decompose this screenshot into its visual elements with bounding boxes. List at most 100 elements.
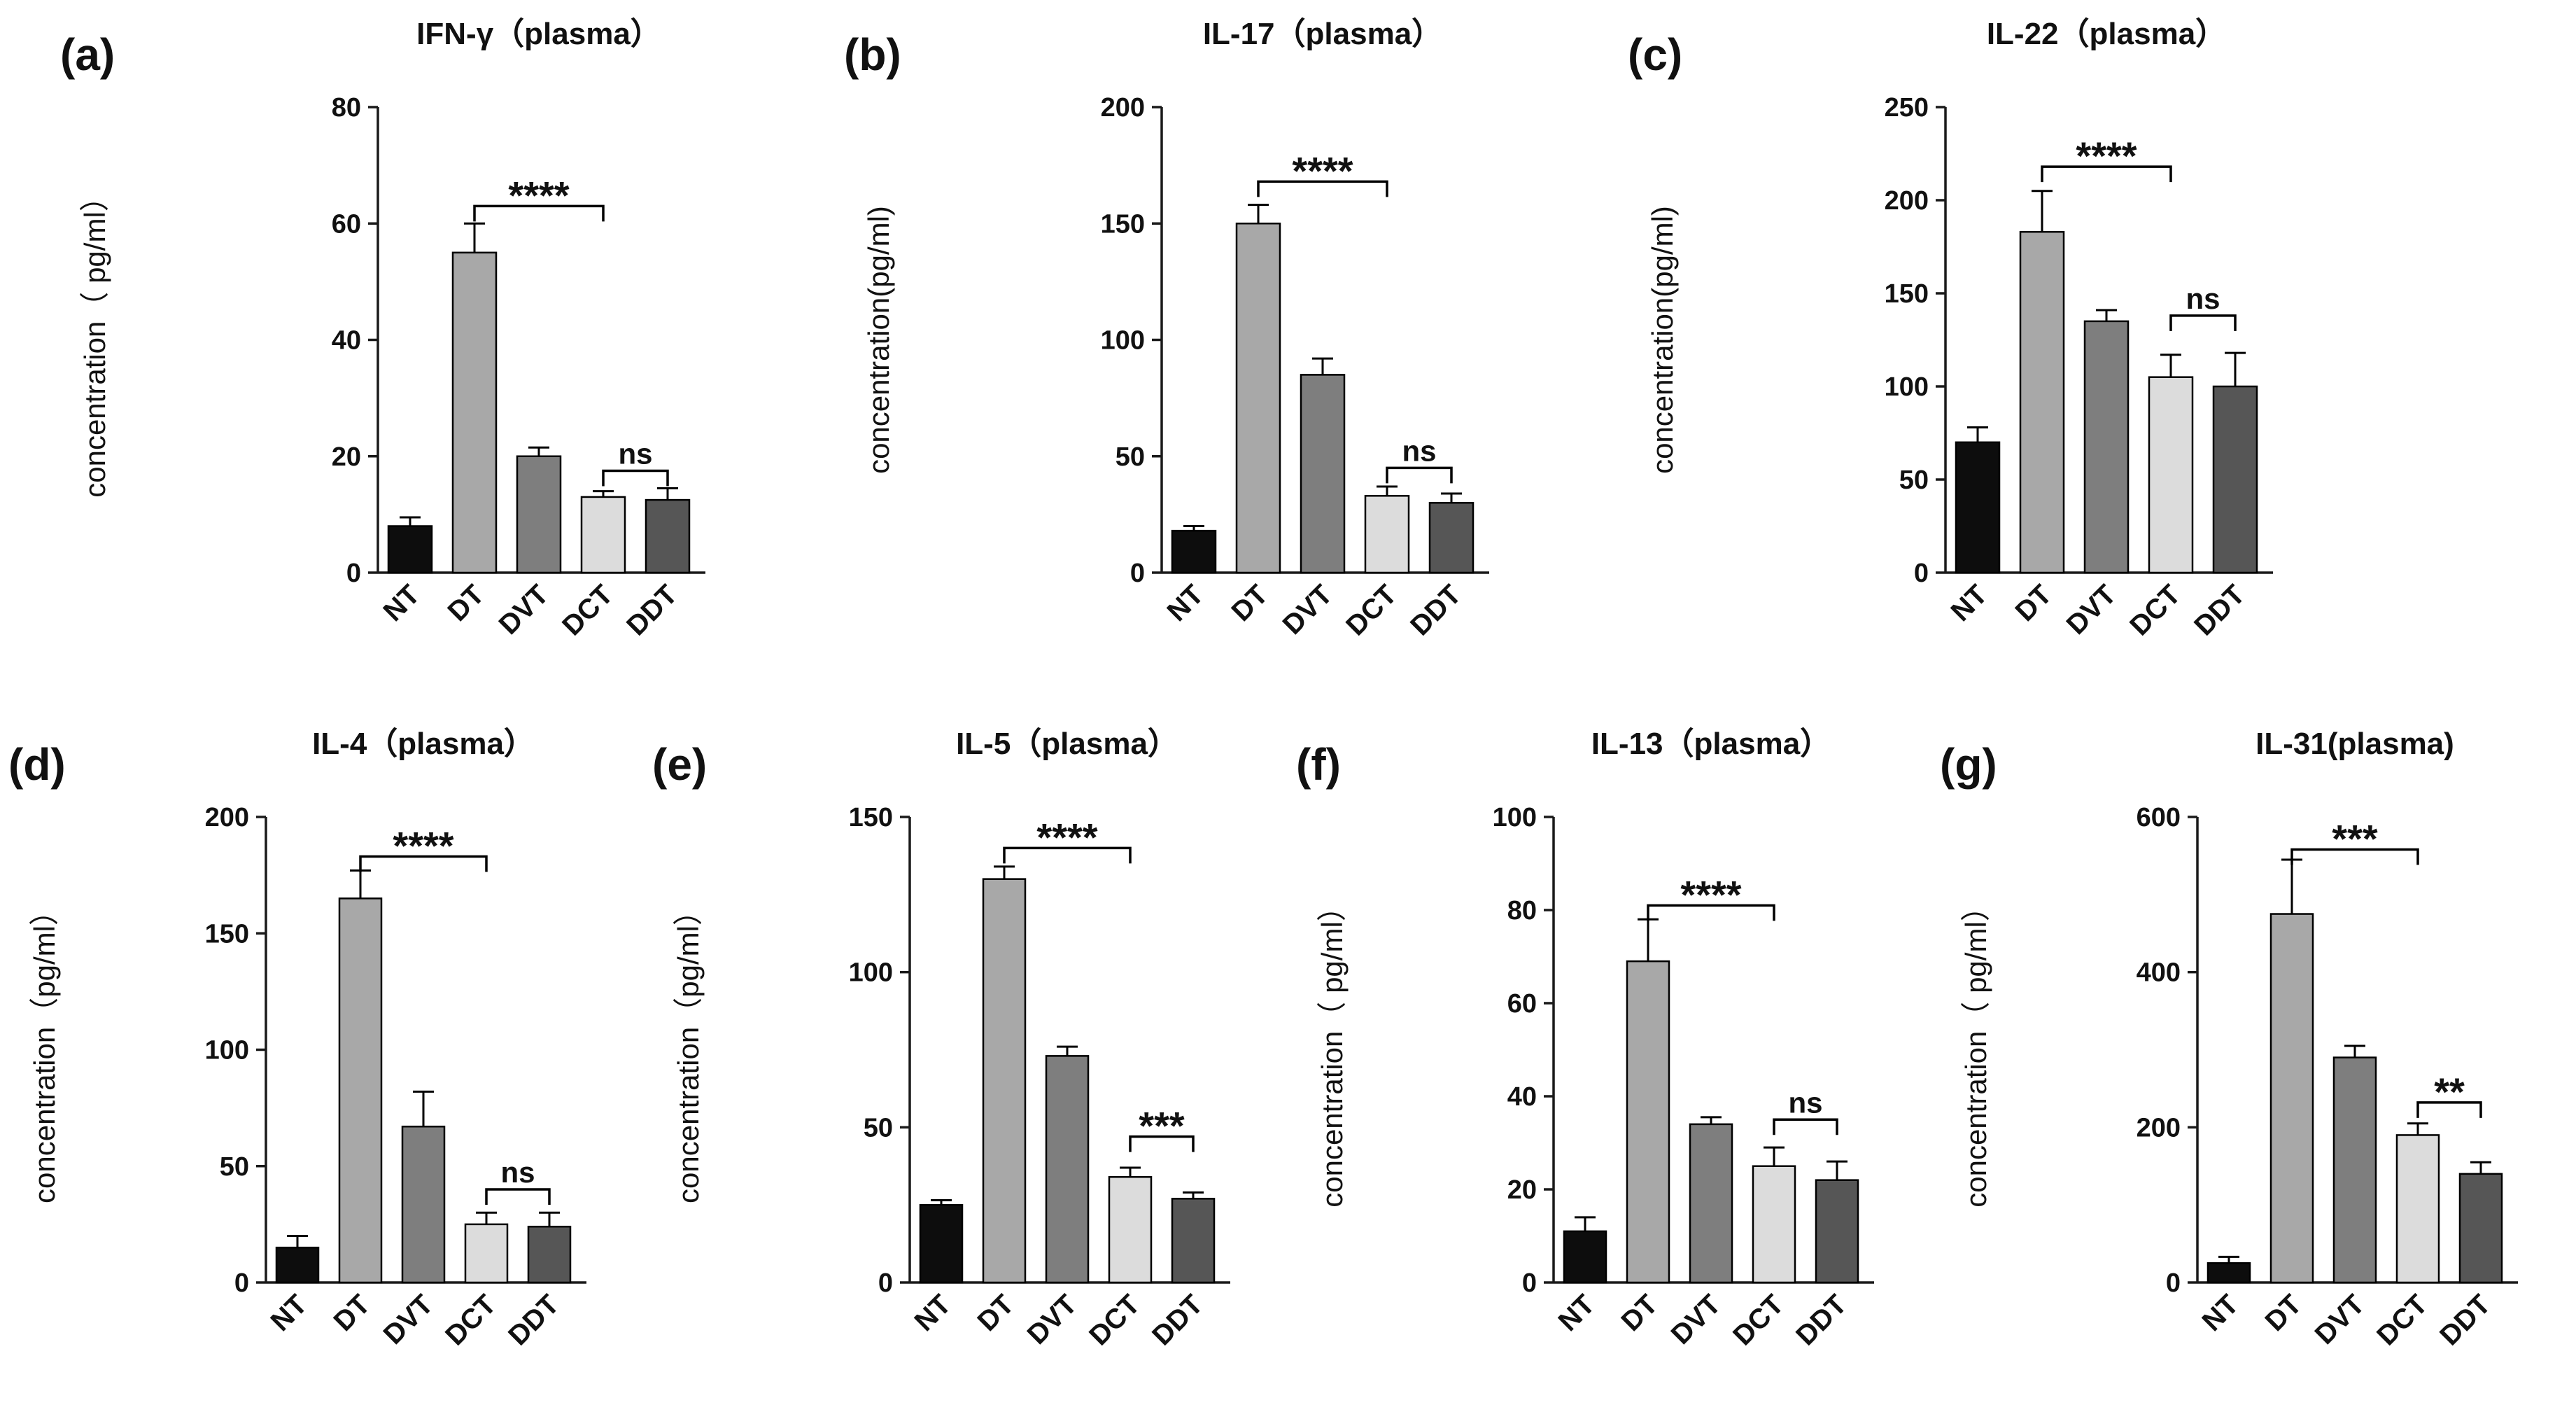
significance-label: ns	[1788, 1086, 1822, 1119]
y-axis-label: concentration（pg/ml）	[28, 896, 61, 1203]
x-tick-label-DCT: DCT	[2124, 579, 2186, 641]
bar-DDT	[2212, 385, 2258, 574]
x-tick-label-DT: DT	[328, 1289, 376, 1337]
bar-DCT	[1752, 1165, 1796, 1284]
panel-label: (b)	[844, 29, 901, 80]
significance-label: **	[2434, 1070, 2465, 1114]
bar-DT	[1235, 223, 1281, 574]
y-tick-label: 0	[2166, 1268, 2181, 1298]
chart-svg-c: (c) IL-22（plasma） concentration(pg/ml) 0 50 1…	[1628, 17, 2273, 642]
x-tick-label-DDT: DDT	[1146, 1289, 1209, 1351]
bar-DCT	[580, 496, 626, 574]
y-tick-label: 150	[1101, 209, 1145, 239]
significance-bracket	[473, 204, 605, 222]
bar-DDT	[645, 498, 691, 574]
y-tick-label: 0	[1914, 559, 1929, 588]
y-tick-label: 200	[205, 803, 249, 832]
y-tick-label: 50	[1899, 466, 1929, 495]
bar-DDT	[527, 1225, 572, 1284]
chart-svg-b: (b) IL-17（plasma） concentration(pg/ml) 0 50 1…	[844, 17, 1489, 642]
y-axis-label: concentration（ pg/ml）	[1316, 892, 1349, 1208]
panel-label: (e)	[652, 739, 707, 790]
x-tick-label-DVT: DVT	[2309, 1289, 2371, 1350]
y-tick-label: 60	[1507, 989, 1537, 1019]
bar-DCT	[2395, 1134, 2440, 1284]
y-tick-label: 20	[332, 442, 361, 472]
chart-panel-g: (g) IL-31(plasma) concentration（ pg/ml） 0 20…	[1931, 715, 2575, 1394]
x-tick-label-DCT: DCT	[1727, 1289, 1789, 1351]
y-tick-label: 50	[220, 1152, 249, 1182]
x-tick-label-DCT: DCT	[1083, 1289, 1146, 1351]
x-tick-label-NT: NT	[909, 1289, 957, 1337]
y-axis-label: concentration(pg/ml)	[1646, 206, 1679, 474]
y-tick-label: 250	[1885, 93, 1929, 123]
significance-label: ****	[508, 173, 569, 217]
x-tick-label-DVT: DVT	[1022, 1289, 1083, 1350]
significance-bracket	[1647, 904, 1775, 921]
chart-title: IL-31(plasma)	[2255, 727, 2454, 761]
y-tick-label: 200	[2137, 1113, 2181, 1142]
chart-svg-f: (f) IL-13（plasma） concentration（ pg/ml） 0 20…	[1296, 727, 1874, 1352]
bar-DCT	[1108, 1176, 1153, 1284]
bar-DT	[338, 897, 383, 1284]
significance-label: ****	[2076, 134, 2137, 178]
y-tick-label: 400	[2137, 958, 2181, 988]
x-tick-label-DVT: DVT	[378, 1289, 439, 1350]
y-tick-label: 80	[1507, 896, 1537, 925]
bar-DVT	[1045, 1055, 1090, 1284]
bar-DVT	[516, 455, 562, 574]
y-tick-label: 150	[849, 803, 893, 832]
y-tick-label: 150	[205, 919, 249, 949]
chart-panel-b: (b) IL-17（plasma） concentration(pg/ml) 0 50 1…	[812, 6, 1596, 685]
bar-NT	[2207, 1262, 2251, 1284]
y-tick-label: 50	[864, 1113, 893, 1142]
bar-DT	[1626, 960, 1670, 1284]
y-tick-label: 100	[849, 958, 893, 988]
chart-title: IL-13（plasma）	[1591, 727, 1831, 761]
chart-panel-e: (e) IL-5（plasma） concentration（pg/ml） 0 50 10…	[644, 715, 1288, 1394]
y-tick-label: 40	[1507, 1082, 1537, 1112]
chart-title: IL-17（plasma）	[1203, 17, 1442, 51]
significance-label: ***	[2332, 817, 2378, 861]
significance-label: ns	[2186, 282, 2220, 315]
x-tick-label-NT: NT	[265, 1289, 314, 1337]
significance-label: ****	[1680, 872, 1741, 916]
chart-panel-c: (c) IL-22（plasma） concentration(pg/ml) 0 50 1…	[1596, 6, 2379, 685]
significance-label: ns	[500, 1156, 535, 1189]
bar-NT	[919, 1203, 964, 1284]
y-tick-label: 200	[1101, 93, 1145, 123]
chart-title: IL-22（plasma）	[1987, 17, 2226, 51]
y-tick-label: 100	[1101, 326, 1145, 356]
x-tick-label-DT: DT	[442, 579, 491, 627]
significance-label: ***	[1139, 1104, 1185, 1148]
y-tick-label: 0	[878, 1268, 893, 1298]
y-tick-label: 100	[205, 1036, 249, 1065]
x-tick-label-NT: NT	[1553, 1289, 1601, 1337]
x-tick-label-NT: NT	[378, 579, 426, 627]
chart-svg-g: (g) IL-31(plasma) concentration（ pg/ml） 0 20…	[1940, 727, 2518, 1352]
significance-bracket	[1386, 466, 1453, 484]
bar-DDT	[1815, 1179, 1859, 1284]
significance-bracket	[2290, 848, 2419, 865]
y-axis-label: concentration（ pg/ml）	[1959, 892, 1992, 1208]
significance-bracket	[485, 1188, 551, 1205]
y-tick-label: 100	[1493, 803, 1537, 832]
significance-bracket	[359, 855, 488, 872]
chart-panel-f: (f) IL-13（plasma） concentration（ pg/ml） 0 20…	[1288, 715, 1931, 1394]
significance-label: ns	[618, 438, 652, 470]
significance-label: ns	[1402, 434, 1436, 467]
significance-bracket	[1773, 1118, 1838, 1135]
y-axis-label: concentration(pg/ml)	[862, 206, 895, 474]
x-tick-label-DDT: DDT	[621, 579, 683, 641]
significance-label: ****	[1292, 148, 1353, 193]
significance-bracket	[1257, 180, 1388, 197]
bar-DVT	[1689, 1123, 1733, 1284]
significance-bracket	[2416, 1101, 2482, 1118]
y-tick-label: 20	[1507, 1175, 1537, 1205]
panel-label: (d)	[8, 739, 66, 790]
y-tick-label: 80	[332, 93, 361, 123]
x-tick-label-DDT: DDT	[2434, 1289, 2496, 1351]
chart-panel-a: (a) IFN-γ（plasma） concentration（ pg/ml） 0 20…	[28, 6, 812, 685]
chart-svg-a: (a) IFN-γ（plasma） concentration（ pg/ml） 0 20…	[60, 17, 705, 642]
